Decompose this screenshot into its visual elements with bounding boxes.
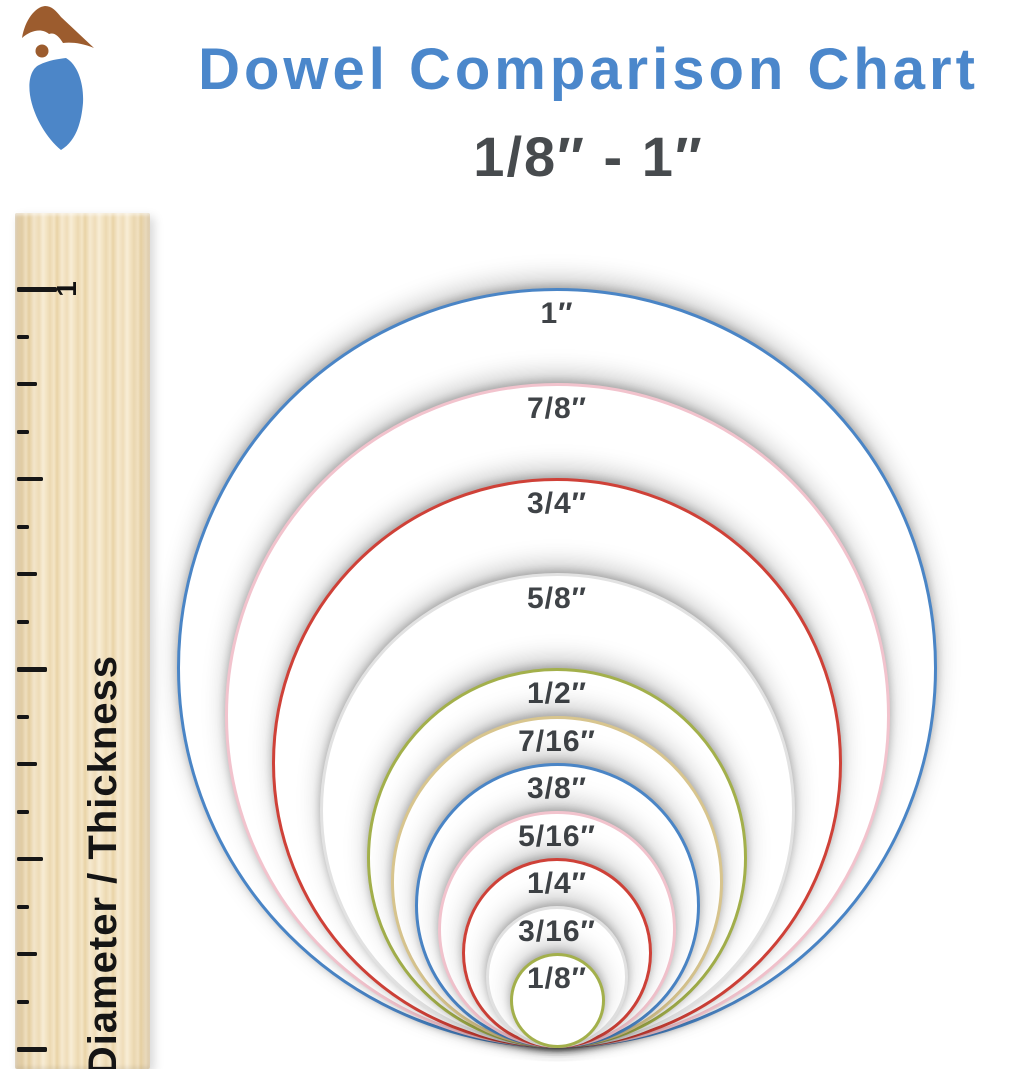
dowel-size-label: 1″ — [540, 297, 574, 330]
ruler-tick — [17, 666, 47, 672]
dowel-size-label: 7/16″ — [518, 724, 596, 758]
ruler-tick — [17, 1046, 47, 1052]
ruler-tick — [17, 286, 57, 292]
ruler-tick — [17, 524, 29, 529]
dowel-size-label: 5/8″ — [526, 582, 588, 615]
ruler-tick — [17, 714, 29, 719]
logo-body-shape — [29, 58, 84, 150]
ruler-tick — [17, 809, 29, 814]
dowel-circle-1-8: 1/8″ — [509, 953, 605, 1048]
dowel-size-label: 5/16″ — [518, 819, 596, 853]
ruler-tick — [17, 999, 29, 1004]
ruler-tick — [17, 952, 37, 956]
ruler-tick — [17, 904, 29, 909]
dowel-size-label: 1/8″ — [526, 962, 588, 995]
dowel-size-label: 3/16″ — [518, 914, 596, 948]
ruler: 1 Diameter / Thickness — [15, 213, 150, 1069]
logo-head-shape — [22, 6, 94, 48]
page-title: Dowel Comparison Chart — [198, 37, 979, 102]
dowel-size-label: 1/4″ — [526, 867, 588, 900]
dowel-size-label: 3/4″ — [526, 487, 588, 520]
dowel-size-label: 1/2″ — [526, 677, 588, 710]
ruler-tick — [17, 572, 37, 576]
ruler-tick — [17, 429, 29, 434]
dowel-size-label: 7/8″ — [526, 392, 588, 425]
page-subtitle: 1/8″ - 1″ — [473, 125, 704, 188]
ruler-tick — [17, 762, 37, 766]
logo-eye-dot — [35, 44, 49, 58]
ruler-tick — [17, 334, 29, 339]
ruler-tick — [17, 477, 43, 481]
ruler-tick — [17, 619, 29, 624]
ruler-tick — [17, 857, 43, 861]
dowel-size-label: 3/8″ — [526, 772, 588, 805]
woodpecker-bird-logo-icon — [22, 6, 94, 150]
ruler-tick — [17, 382, 37, 386]
